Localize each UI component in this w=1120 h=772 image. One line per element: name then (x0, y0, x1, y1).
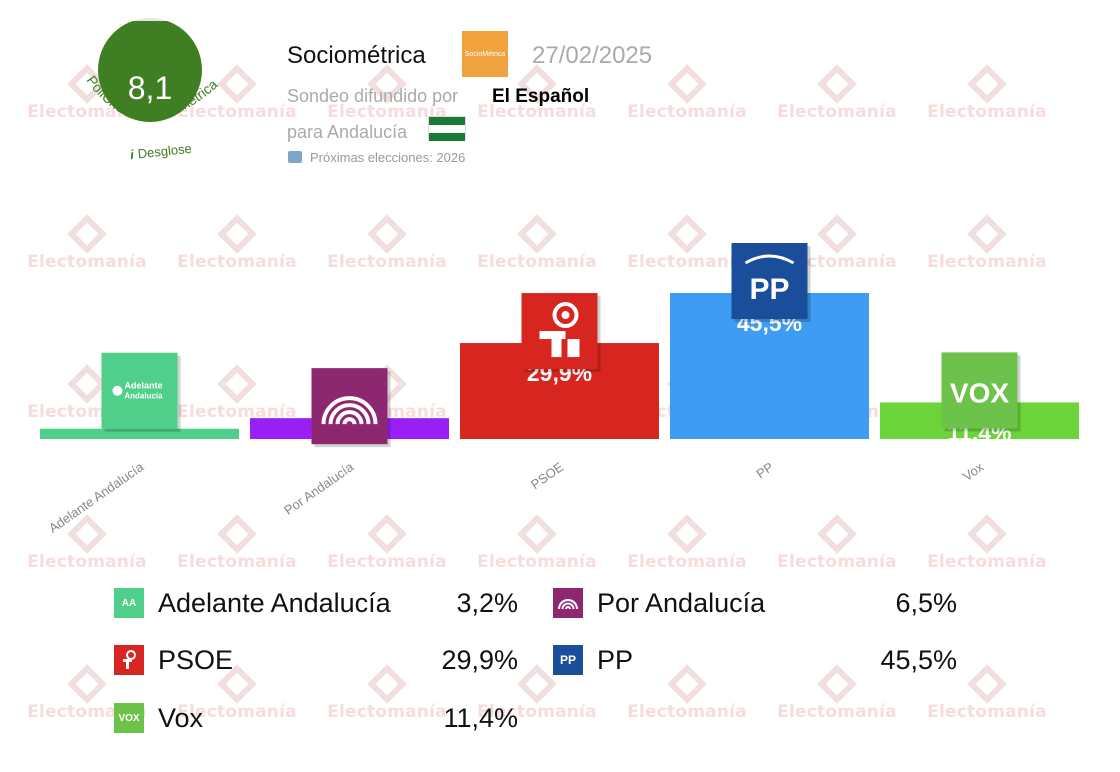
bar-adelante-andalucia (40, 428, 239, 439)
legend-name: Vox (158, 703, 204, 733)
adelante-andalucia-logo-icon: AA (114, 588, 144, 618)
sponsor-name: El Español (492, 86, 590, 107)
pp-logo-icon: PP (553, 645, 583, 675)
category-label: PSOE (528, 459, 566, 492)
legend-value: 6,5% (895, 588, 957, 618)
por-andalucia-logo-icon (553, 588, 583, 618)
vox-logo-icon: VOX (941, 352, 1021, 432)
svg-text:VOX: VOX (950, 377, 1009, 408)
next-elections: Próximas elecciones: 2026 (288, 150, 465, 165)
legend-name: Por Andalucía (597, 588, 766, 618)
pollcheck-score-badge[interactable]: 8,1 (98, 18, 202, 122)
pollster-logo: SocioMétrica (462, 31, 508, 77)
psoe-rose-logo-icon (521, 293, 601, 373)
category-label: PP (753, 459, 776, 481)
score-value: 8,1 (127, 70, 173, 106)
psoe-rose-logo-icon (114, 645, 144, 675)
legend-item-por-andalucia: Por Andalucía 6,5% (553, 586, 957, 620)
pp-logo-icon: PP (731, 243, 811, 322)
legend-name: Adelante Andalucía (158, 588, 391, 618)
next-elections-text: Próximas elecciones: 2026 (310, 150, 466, 165)
por-andalucia-logo-icon (311, 368, 391, 448)
pollcheck-arc-text: PollCheck - Sociométrica (84, 72, 221, 122)
legend-item-pp: PP PP 45,5% (553, 643, 957, 677)
legend-name: PSOE (158, 645, 234, 675)
svg-text:PollCheck - Sociométrica: PollCheck - Sociométrica (84, 72, 221, 122)
category-label: Vox (960, 459, 987, 484)
svg-text:Andalucía: Andalucía (124, 392, 163, 401)
pollster-name: Sociométrica (287, 42, 426, 69)
category-label: Adelante Andalucía (46, 459, 147, 536)
legend-value: 11,4% (443, 703, 518, 733)
region-label: para Andalucía (287, 122, 408, 142)
pollcheck-arc-label: PollCheck - Sociométrica (84, 72, 221, 122)
poll-date: 27/02/2025 (532, 42, 653, 69)
ballot-box-icon (288, 151, 302, 163)
svg-text:PP: PP (749, 273, 789, 306)
score-circle (98, 18, 202, 122)
info-icon: i (129, 146, 135, 163)
legend-item-psoe: PSOE 29,9% (114, 643, 518, 677)
category-label: Por Andalucía (281, 459, 357, 518)
andalusia-flag-icon (428, 116, 466, 141)
legend-value: 29,9% (441, 645, 518, 675)
vox-logo-icon: VOX (114, 703, 144, 733)
legend-item-vox: VOX Vox 11,4% (114, 701, 518, 735)
legend-value: 45,5% (880, 645, 957, 675)
legend-item-adelante-andalucia: AA Adelante Andalucía 3,2% (114, 586, 518, 620)
svg-text:Adelante: Adelante (124, 381, 162, 391)
pollster-logo-text: SocioMétrica (464, 50, 506, 58)
legend-name: PP (597, 645, 634, 675)
sponsor-prefix: Sondeo difundido por (287, 86, 459, 106)
legend-value: 3,2% (456, 588, 518, 618)
